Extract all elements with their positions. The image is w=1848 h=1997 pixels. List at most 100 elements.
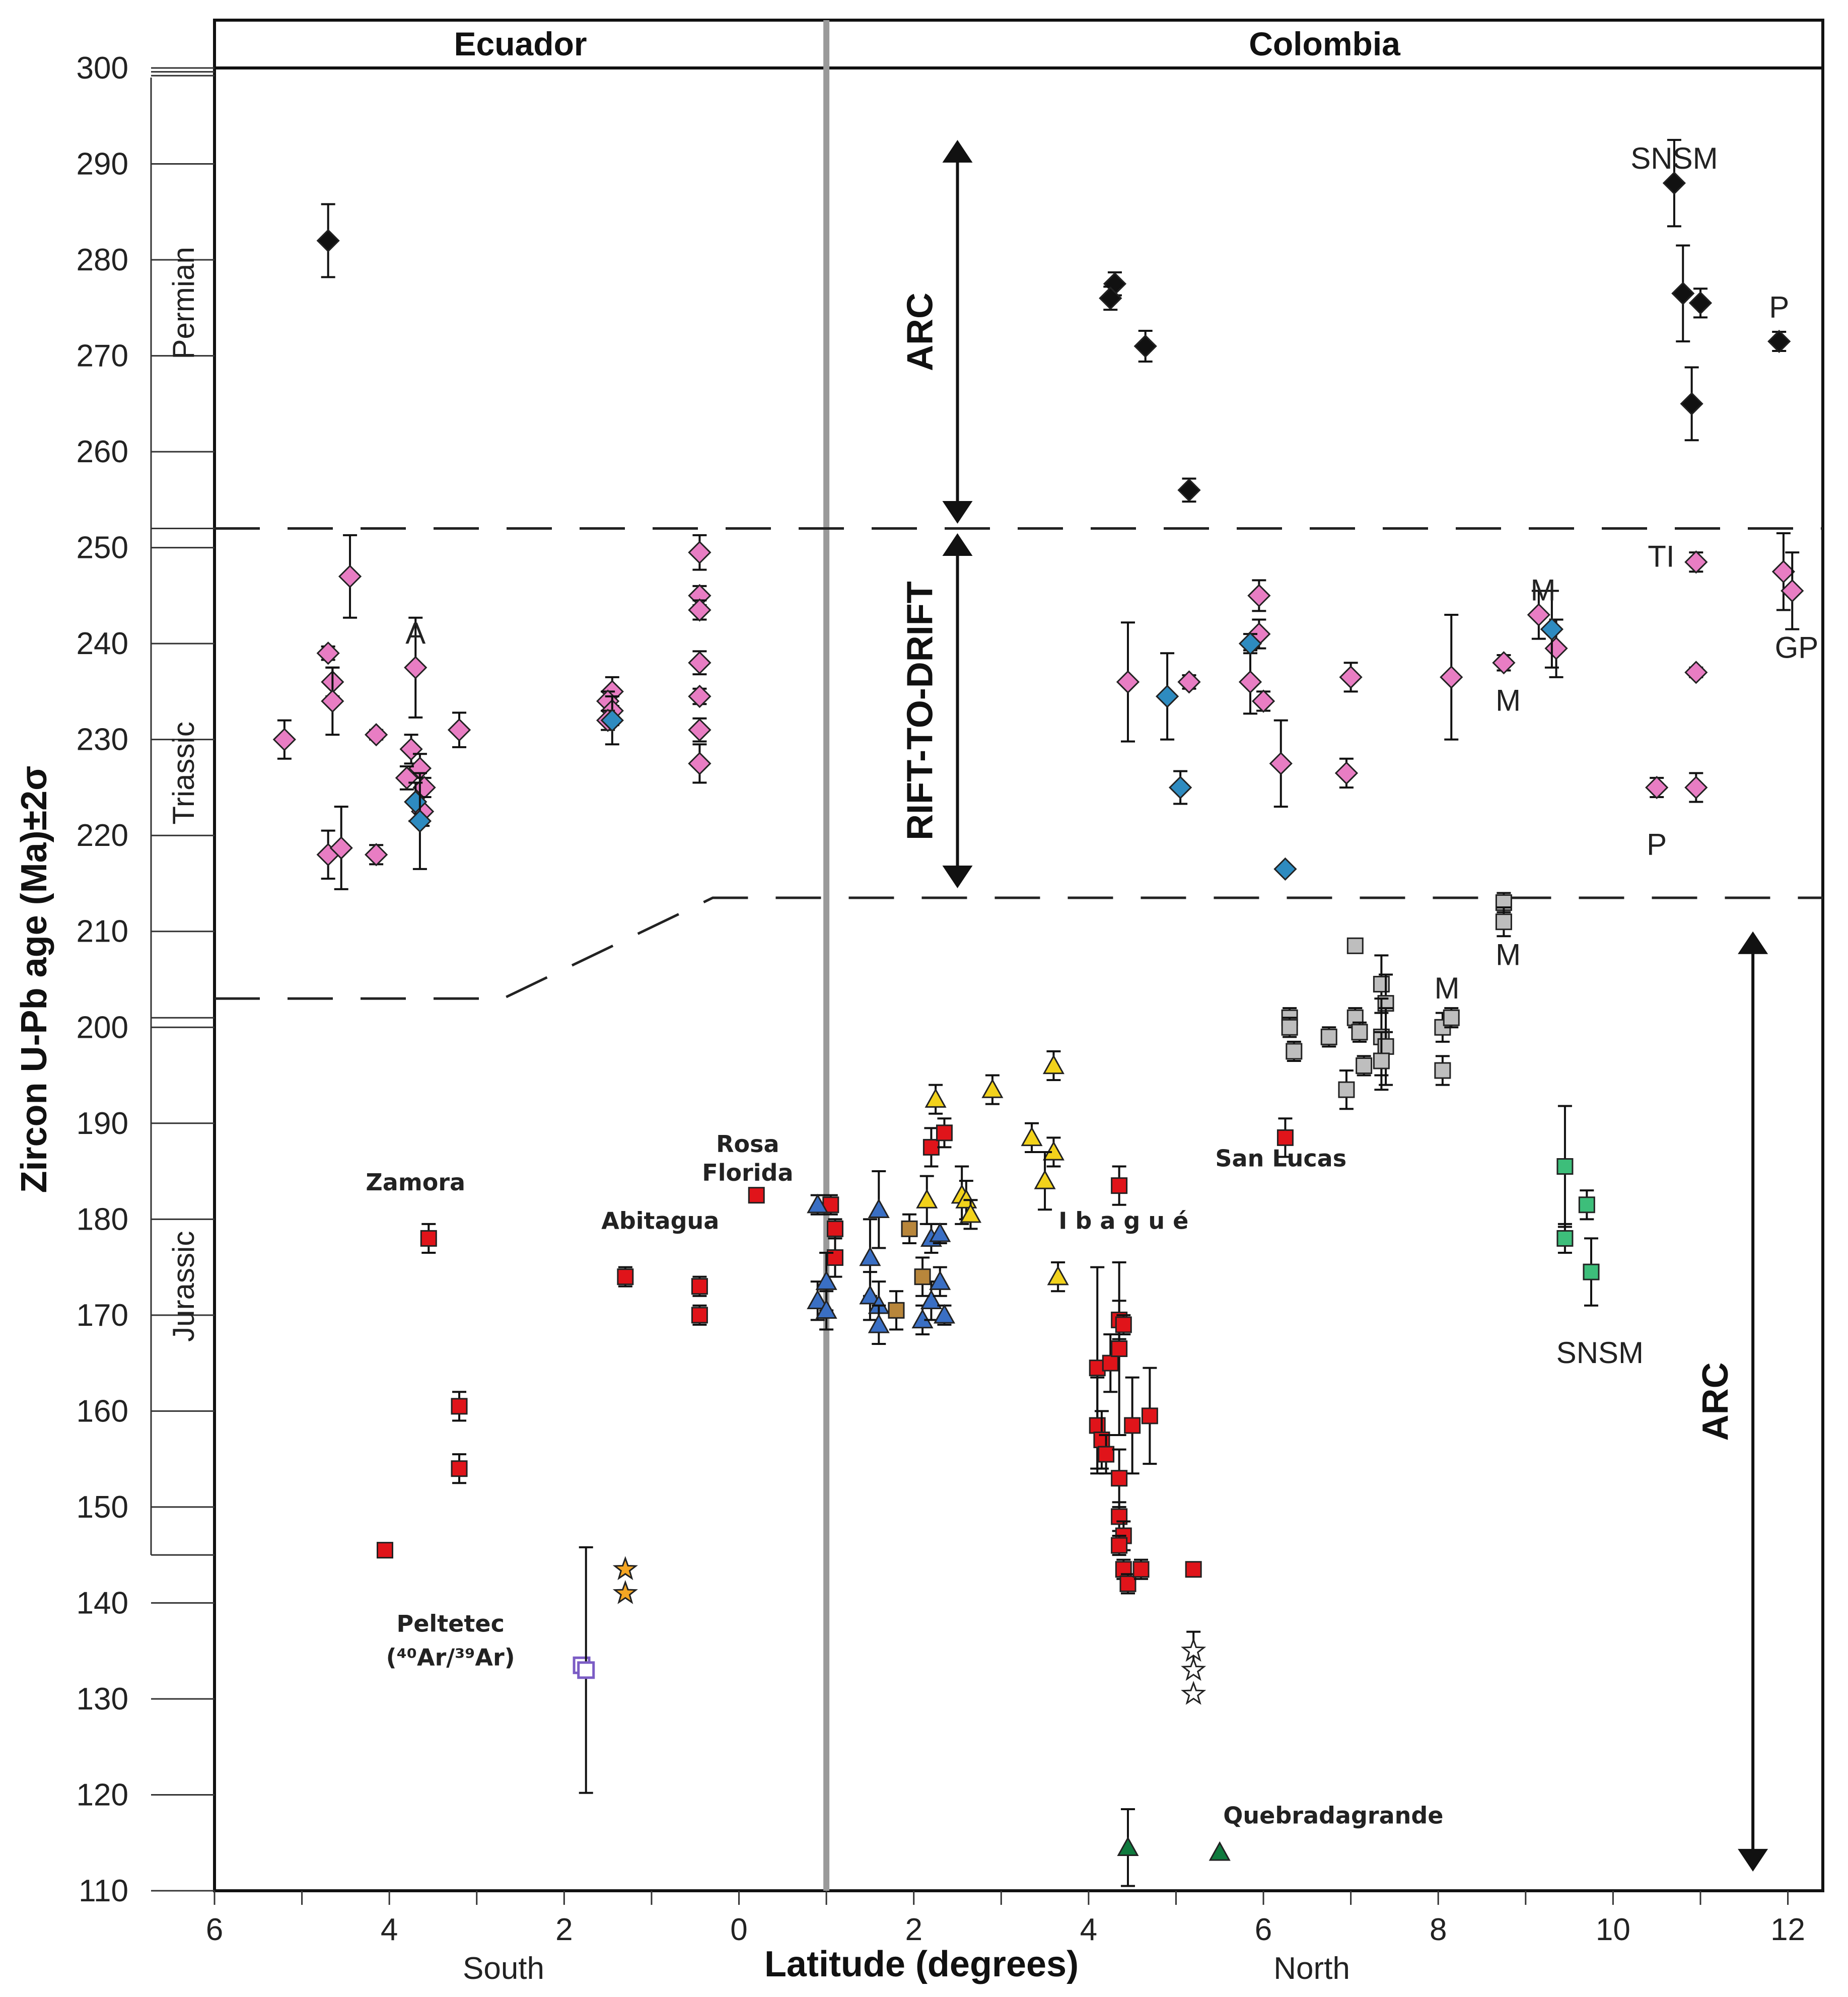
point-5-4 — [959, 1203, 982, 1223]
y-tick-label-5: 160 — [77, 1394, 128, 1429]
x-tick-label-2: 2 — [555, 1912, 573, 1947]
point-7-1 — [1495, 913, 1512, 931]
annotation-13: Rosa — [716, 1130, 779, 1158]
point-1-37 — [1492, 651, 1516, 675]
point-2-1 — [408, 809, 432, 833]
annotation-8: M — [1496, 938, 1521, 971]
regime-arrow-head-bottom-1 — [942, 866, 973, 888]
boundaries-layer — [215, 20, 1823, 1891]
point-1-33 — [1269, 752, 1293, 775]
point-0-8 — [1680, 392, 1703, 415]
point-2-3 — [1155, 684, 1179, 708]
point-1-45 — [1781, 579, 1804, 603]
point-1-34 — [1339, 665, 1363, 689]
regime-label-0: ARC — [900, 293, 940, 371]
point-1-42 — [1645, 775, 1669, 800]
point-0-9 — [1767, 329, 1791, 353]
annotation-12: Abitagua — [601, 1207, 719, 1234]
point-3-29 — [1119, 1575, 1136, 1592]
annotation-18: Peltetec — [397, 1610, 505, 1637]
regime-arrow-head-bottom-2 — [1738, 1848, 1768, 1872]
point-3-8 — [822, 1196, 839, 1214]
point-4-10 — [920, 1290, 942, 1309]
labels-layer: Ecuador Colombia Permian Triassic Jurassic 11… — [14, 25, 1818, 1986]
y-tick-label-18: 290 — [77, 147, 128, 182]
annotation-11: Zamora — [366, 1169, 465, 1196]
point-1-29 — [1247, 584, 1271, 608]
y-axis-title: Zircon U-Pb age (Ma)±2σ — [14, 766, 54, 1193]
triassic-jurassic-dashed-line — [215, 896, 1823, 1000]
point-1-10 — [399, 737, 423, 761]
point-2-5 — [1238, 632, 1262, 656]
point-11-1 — [577, 1661, 595, 1679]
y-tick-label-3: 140 — [77, 1586, 128, 1620]
x-tick-label-8: 10 — [1596, 1912, 1630, 1947]
regime-arrow-head-top-0 — [942, 139, 973, 163]
point-3-15 — [1102, 1354, 1119, 1372]
point-0-3 — [1133, 334, 1157, 358]
annotation-7: P — [1647, 827, 1667, 861]
point-0-2 — [1099, 287, 1122, 310]
plot-frame — [213, 19, 1824, 1892]
point-10-2 — [1181, 1680, 1206, 1705]
point-3-32 — [1276, 1129, 1294, 1146]
point-7-5 — [1286, 1043, 1303, 1060]
point-5-9 — [1034, 1170, 1056, 1189]
x-axis-title: Latitude (degrees) — [764, 1944, 1079, 1984]
point-7-10 — [1338, 1081, 1355, 1098]
x-tick-label-5: 4 — [1080, 1912, 1097, 1947]
point-1-35 — [1334, 761, 1359, 785]
point-1-28 — [1177, 670, 1201, 694]
period-label-2: Jurassic — [167, 1231, 200, 1342]
point-1-25 — [688, 718, 712, 742]
regime-label-2: ARC — [1695, 1362, 1736, 1441]
y-tick-label-13: 240 — [77, 626, 128, 661]
point-3-12 — [936, 1124, 953, 1142]
regime-label-1: RIFT-TO-DRIFT — [900, 581, 940, 840]
point-8-2 — [1578, 1196, 1595, 1214]
point-4-5 — [859, 1246, 881, 1266]
point-10-1 — [1181, 1657, 1206, 1681]
point-3-31 — [1185, 1561, 1202, 1578]
point-3-22 — [1124, 1417, 1141, 1434]
regime-arrow-head-top-2 — [1738, 931, 1768, 954]
point-3-21 — [1098, 1446, 1115, 1463]
annotation-10: SNSM — [1556, 1336, 1644, 1370]
data-layer — [272, 138, 1804, 1887]
annotation-15: I b a g u é — [1058, 1207, 1188, 1234]
point-5-0 — [925, 1088, 947, 1108]
y-tick-label-1: 120 — [77, 1777, 128, 1812]
x-tick-label-7: 8 — [1430, 1912, 1447, 1947]
y-tick-label-10: 210 — [77, 914, 128, 949]
point-1-24 — [688, 684, 712, 708]
point-1-31 — [1238, 670, 1262, 694]
point-2-7 — [1540, 617, 1564, 641]
point-4-14 — [933, 1304, 956, 1324]
y-tick-label-15: 260 — [77, 435, 128, 469]
point-1-32 — [1251, 689, 1275, 713]
point-3-5 — [691, 1278, 708, 1295]
x-tick-label-4: 2 — [905, 1912, 922, 1947]
point-12-1 — [1209, 1841, 1231, 1861]
annotation-16: San Lucas — [1215, 1145, 1346, 1172]
country-label-1: Colombia — [1249, 25, 1401, 62]
point-5-1 — [916, 1189, 938, 1208]
point-1-43 — [1684, 775, 1708, 800]
point-1-26 — [688, 752, 712, 775]
x-tick-label-6: 6 — [1255, 1912, 1272, 1947]
point-5-10 — [1047, 1265, 1069, 1286]
point-8-0 — [1556, 1158, 1574, 1175]
point-3-4 — [617, 1268, 634, 1286]
point-7-18 — [1434, 1062, 1451, 1079]
point-3-18 — [1115, 1316, 1132, 1333]
point-8-3 — [1583, 1263, 1600, 1280]
point-1-39 — [1544, 636, 1568, 660]
point-1-44 — [1771, 560, 1796, 584]
y-tick-label-12: 230 — [77, 723, 128, 757]
point-1-15 — [447, 718, 471, 742]
point-7-6 — [1320, 1028, 1337, 1045]
x-tick-label-3: 0 — [730, 1912, 747, 1947]
y-tick-label-19: 300 — [77, 51, 128, 86]
point-1-3 — [321, 689, 344, 713]
